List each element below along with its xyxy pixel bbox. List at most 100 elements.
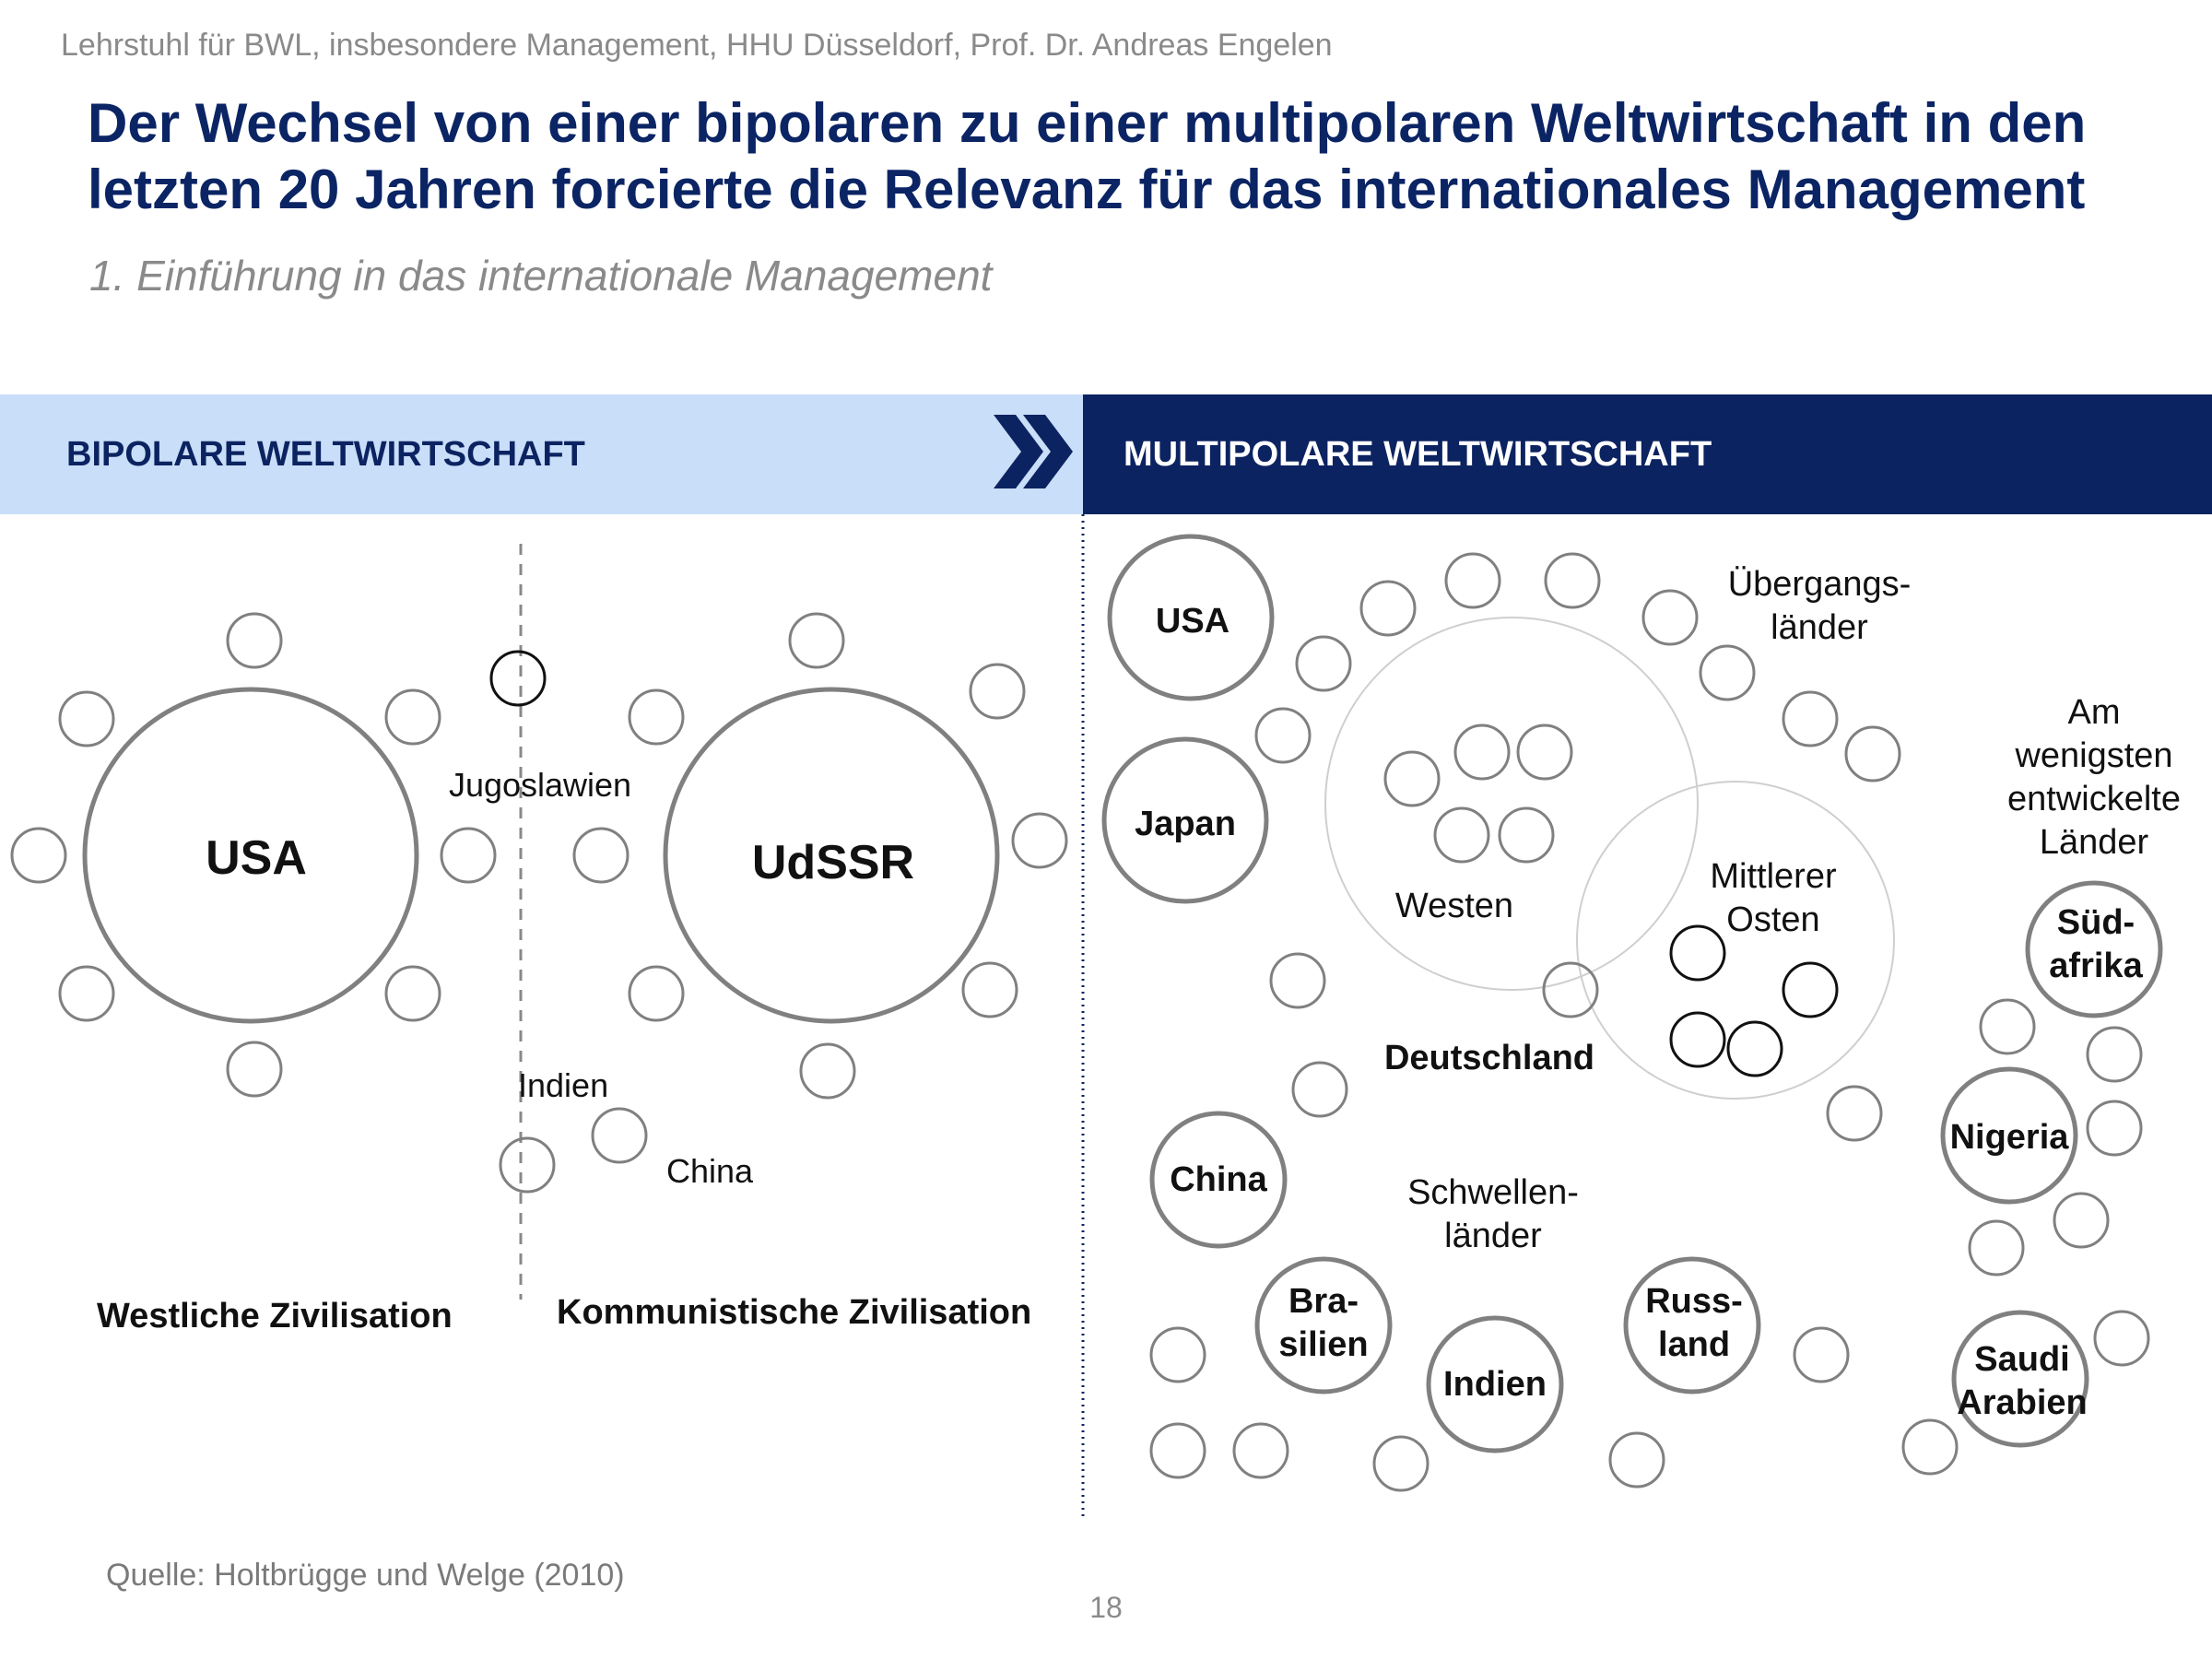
am-wenigsten-label-3: entwickelte	[2007, 780, 2181, 818]
am-wenigsten-label-1: Am	[2068, 693, 2121, 732]
mittlerer-osten-label-1: Mittlerer	[1710, 857, 1837, 896]
bipolar-udssr-label: UdSSR	[752, 836, 914, 889]
bipolar-usa-label: USA	[206, 831, 307, 885]
small-country-circle	[1453, 724, 1511, 781]
china-circle	[591, 1107, 648, 1164]
small-country-circle	[2086, 1026, 2143, 1083]
small-country-circle	[1968, 1219, 2025, 1277]
multi-deutschland-label: Deutschland	[1384, 1039, 1594, 1077]
usa-satellite-circle	[384, 965, 441, 1022]
small-country-circle	[1782, 690, 1839, 747]
multi-saudi-label-1: Saudi	[1974, 1340, 2069, 1379]
small-country-circle	[1254, 707, 1312, 764]
westen-label: Westen	[1395, 887, 1513, 925]
am-wenigsten-label-4: Länder	[2040, 823, 2149, 862]
multipolar-header-label: MULTIPOLARE WELTWIRTSCHAFT	[1124, 435, 1712, 474]
multi-russland-label-1: Russ-	[1645, 1282, 1743, 1321]
small-country-circle	[1383, 750, 1441, 807]
small-country-circle	[1641, 589, 1699, 646]
small-country-circle	[1498, 806, 1555, 864]
small-country-circle	[1232, 1422, 1289, 1479]
communist-civilization-caption: Kommunistische Zivilisation	[557, 1293, 1031, 1332]
small-country-circle	[1826, 1085, 1883, 1142]
udssr-satellite-circle	[799, 1042, 856, 1100]
multi-japan-label: Japan	[1135, 805, 1236, 843]
jugoslawien-circle	[489, 650, 547, 707]
multi-russland-label-2: land	[1658, 1325, 1730, 1364]
multi-russland-circle	[1623, 1256, 1761, 1394]
slide-title: Der Wechsel von einer bipolaren zu einer…	[88, 92, 2087, 220]
small-country-circle	[2093, 1310, 2150, 1367]
am-wenigsten-label-2: wenigsten	[2014, 736, 2172, 775]
jugoslawien-label: Jugoslawien	[449, 766, 631, 804]
middle-east-country-circle	[1669, 1011, 1726, 1068]
small-country-circle	[1608, 1431, 1665, 1488]
usa-satellite-circle	[58, 965, 115, 1022]
udssr-bloc-circle	[663, 687, 1000, 1024]
small-country-circle	[1793, 1326, 1850, 1383]
udssr-satellite-circle	[1011, 812, 1068, 869]
udssr-satellite-circle	[788, 612, 845, 669]
multi-nigeria-circle	[1940, 1066, 2078, 1205]
small-country-circle	[1433, 806, 1490, 864]
multi-usa-label: USA	[1156, 602, 1230, 641]
mittlerer-osten-label-2: Osten	[1726, 900, 1819, 939]
usa-satellite-circle	[10, 827, 67, 884]
bipolar-header-band: BIPOLARE WELTWIRTSCHAFT	[0, 394, 1083, 514]
multi-japan-circle	[1101, 736, 1269, 904]
indien-label: Indien	[518, 1066, 608, 1104]
small-country-circle	[1544, 552, 1601, 609]
usa-satellite-circle	[58, 690, 115, 747]
usa-bloc-circle	[82, 687, 419, 1024]
small-country-circle	[2053, 1192, 2110, 1249]
small-country-circle	[1542, 961, 1599, 1018]
small-country-circle	[1295, 635, 1352, 692]
udssr-satellite-circle	[628, 965, 685, 1022]
udssr-satellite-circle	[961, 961, 1018, 1018]
small-country-circle	[1444, 552, 1501, 609]
multi-suedafrika-circle	[2025, 880, 2163, 1018]
western-civilization-caption: Westliche Zivilisation	[97, 1297, 453, 1335]
multi-saudi-arabien-circle	[1951, 1310, 2089, 1448]
source-citation: Quelle: Holtbrügge und Welge (2010)	[106, 1558, 625, 1593]
slide-subtitle: 1. Einführung in das internationale Mana…	[89, 252, 993, 300]
small-country-circle	[1901, 1418, 1959, 1476]
schwellenlaender-label-2: länder	[1444, 1217, 1542, 1255]
small-country-circle	[1149, 1326, 1206, 1383]
udssr-satellite-circle	[628, 688, 685, 746]
usa-satellite-circle	[384, 688, 441, 746]
multi-saudi-label-2: Arabien	[1957, 1383, 2087, 1422]
uebergangslaender-label-2: länder	[1771, 608, 1868, 647]
multi-suedafrika-label-1: Süd-	[2057, 903, 2135, 942]
small-country-circle	[2086, 1100, 2143, 1157]
multi-indien-circle	[1426, 1315, 1564, 1453]
udssr-satellite-circle	[572, 827, 629, 884]
mittlerer-osten-region-circle	[1576, 781, 1895, 1100]
china-label: China	[666, 1152, 754, 1190]
multipolar-header-band: MULTIPOLARE WELTWIRTSCHAFT	[1083, 394, 2212, 514]
middle-east-country-circle	[1669, 924, 1726, 982]
middle-east-country-circle	[1782, 961, 1839, 1018]
multi-brasilien-circle	[1254, 1256, 1393, 1394]
small-country-circle	[1844, 725, 1901, 782]
page-number: 18	[1089, 1591, 1123, 1624]
small-country-circle	[1979, 998, 2036, 1055]
small-country-circle	[1149, 1422, 1206, 1479]
multi-brasilien-label-1: Bra-	[1288, 1282, 1359, 1321]
usa-satellite-circle	[226, 612, 283, 669]
small-country-circle	[1269, 952, 1326, 1009]
usa-satellite-circle	[440, 827, 497, 884]
small-country-circle	[1699, 644, 1756, 701]
bipolar-header-label: BIPOLARE WELTWIRTSCHAFT	[66, 435, 585, 474]
small-country-circle	[1291, 1061, 1348, 1118]
multi-indien-label: Indien	[1443, 1365, 1547, 1404]
multi-china-label: China	[1170, 1160, 1267, 1199]
affiliation-text: Lehrstuhl für BWL, insbesondere Manageme…	[61, 28, 1333, 63]
udssr-satellite-circle	[969, 663, 1026, 720]
usa-satellite-circle	[226, 1041, 283, 1098]
schwellenlaender-label-1: Schwellen-	[1407, 1173, 1579, 1212]
indien-circle	[499, 1136, 556, 1194]
middle-east-country-circle	[1726, 1020, 1783, 1077]
small-country-circle	[1516, 724, 1573, 781]
